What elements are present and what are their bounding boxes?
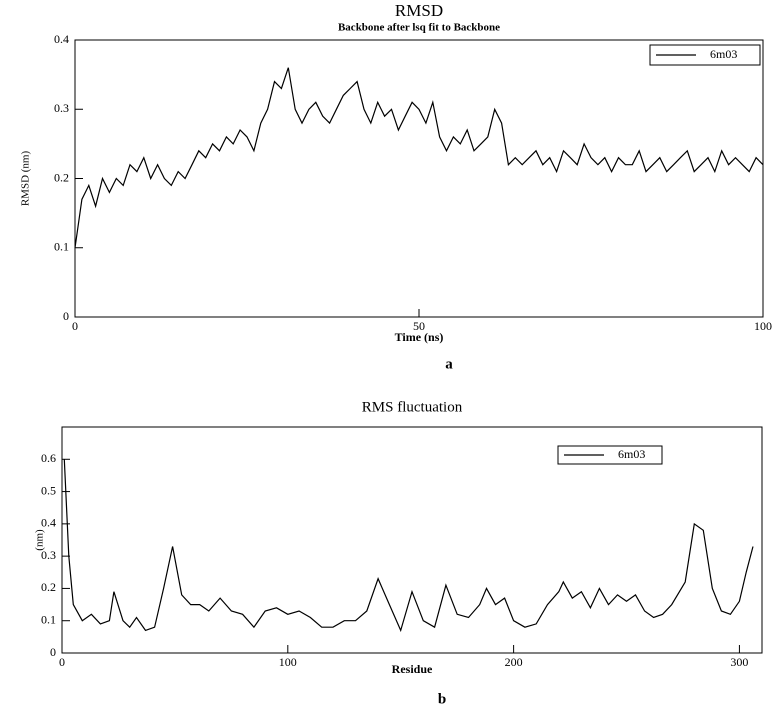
x-tick-label: 0 [59, 655, 65, 669]
y-tick-label: 0 [63, 309, 69, 323]
chart-title: RMSD [395, 1, 443, 20]
y-axis-label: (nm) [34, 529, 46, 551]
data-line [63, 459, 754, 633]
x-tick-label: 50 [413, 319, 425, 333]
y-tick-label: 0.1 [41, 612, 56, 626]
y-tick-label: 0.2 [54, 170, 69, 184]
legend-label: 6m03 [710, 47, 737, 61]
chart-title: RMS fluctuation [362, 399, 463, 415]
x-tick-label: 0 [72, 319, 78, 333]
panel-label: a [445, 356, 453, 372]
x-tick-label: 100 [279, 655, 297, 669]
plot-frame [61, 426, 763, 654]
x-tick-label: 200 [505, 655, 523, 669]
y-tick-label: 0.1 [54, 240, 69, 254]
y-tick-label: 0.3 [41, 548, 56, 562]
y-tick-label: 0.4 [41, 516, 56, 530]
legend-box [649, 44, 761, 66]
panel-label: b [438, 691, 446, 706]
x-tick-label: 100 [754, 319, 772, 333]
y-tick-label: 0.4 [54, 32, 69, 46]
legend-label: 6m03 [618, 447, 645, 461]
plot-frame [74, 39, 764, 318]
legend-box [557, 445, 663, 465]
x-axis-label: Residue [392, 662, 433, 676]
x-tick-label: 300 [730, 655, 748, 669]
y-tick-label: 0.5 [41, 483, 56, 497]
x-axis-label: Time (ns) [395, 330, 444, 344]
y-tick-label: 0.3 [54, 101, 69, 115]
y-tick-label: 0.6 [41, 451, 56, 465]
y-axis-label: RMSD (nm) [20, 151, 32, 207]
y-tick-label: 0 [50, 645, 56, 659]
chart-subtitle: Backbone after lsq fit to Backbone [338, 22, 500, 34]
data-line [74, 67, 764, 248]
y-tick-label: 0.2 [41, 580, 56, 594]
